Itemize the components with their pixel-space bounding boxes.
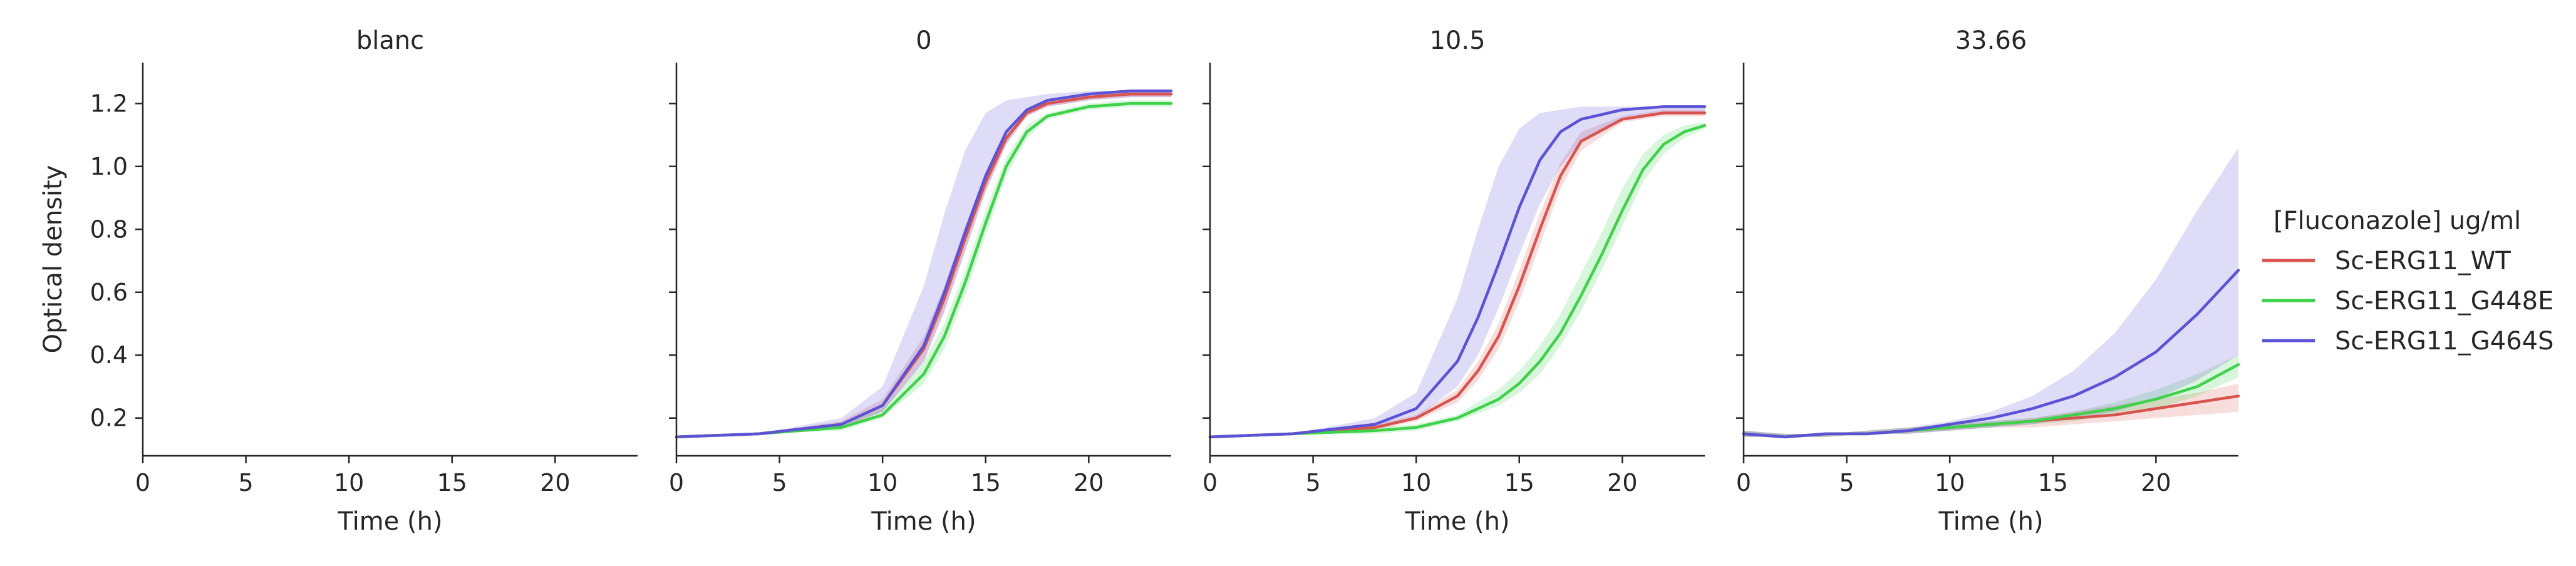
x-tick-label: 20 [540,469,570,497]
x-tick-label: 15 [971,469,1001,497]
confidence-band-Sc-ERG11_G464S [1210,106,1705,437]
series-line-Sc-ERG11_WT [675,92,1173,439]
x-axis-label: Time (h) [1938,507,2043,536]
y-axis-label: Optical density [39,165,68,354]
panel-3: 33.66 0 5 10 15 20 Time (h) [1736,26,2240,536]
x-axis-label: Time (h) [871,507,976,536]
series-line-Sc-ERG11_G448E [675,102,1173,439]
legend-title: [Fluconazole] ug/ml [2273,207,2521,235]
x-tick-label: 15 [437,469,467,497]
panel-title: 10.5 [1429,26,1485,55]
x-tick-label: 5 [238,469,253,497]
confidence-band-Sc-ERG11_WT [1210,110,1705,437]
y-tick-label: 0.6 [90,279,128,306]
series-line-Sc-ERG11_G464S [1742,269,2240,439]
panel-title: 33.66 [1955,26,2027,55]
confidence-band-Sc-ERG11_G464S [676,91,1171,437]
x-tick-label: 10 [1401,469,1431,497]
confidence-band-Sc-ERG11_G448E [1744,355,2238,437]
x-tick-label: 20 [1607,469,1637,497]
x-tick-label: 10 [334,469,364,497]
series-line-Sc-ERG11_G448E [1208,124,1707,439]
x-tick-label: 0 [1736,469,1751,497]
x-tick-label: 0 [135,469,150,497]
x-tick-label: 5 [772,469,787,497]
y-tick-label: 0.4 [90,341,128,369]
series-line-Sc-ERG11_WT [1208,111,1707,439]
x-tick-label: 10 [867,469,897,497]
x-tick-label: 15 [2038,469,2068,497]
panel-1: 0 0 5 10 15 20 Time (h) [669,26,1173,536]
panel-title: 0 [916,26,931,55]
panel-2: 10.5 0 5 10 15 20 Time (h) [1203,26,1707,536]
x-axis-label: Time (h) [337,507,442,536]
x-tick-label: 20 [1073,469,1104,497]
x-tick-label: 20 [2141,469,2171,497]
confidence-band-Sc-ERG11_G448E [676,100,1171,437]
x-tick-label: 0 [1203,469,1218,497]
confidence-band-Sc-ERG11_WT [676,91,1171,437]
y-tick-label: 1.0 [90,153,128,180]
panel-0: blanc 0 5 10 15 20 0.2 0.4 0.6 0.8 1.0 1.2 Time (h) [90,26,638,536]
legend-label: Sc-ERG11_WT [2335,247,2511,275]
series-line-Sc-ERG11_G464S [1208,105,1707,439]
x-tick-label: 15 [1504,469,1534,497]
y-tick-label: 1.2 [90,90,128,117]
legend-label: Sc-ERG11_G448E [2335,287,2553,316]
x-tick-label: 5 [1839,469,1854,497]
x-tick-label: 10 [1935,469,1965,497]
x-tick-label: 0 [669,469,684,497]
y-tick-label: 0.8 [90,215,128,243]
panel-title: blanc [356,26,424,55]
series-line-Sc-ERG11_G464S [675,89,1173,439]
legend-label: Sc-ERG11_G464S [2335,327,2554,356]
x-tick-label: 5 [1305,469,1320,497]
legend: [Fluconazole] ug/ml Sc-ERG11_WT Sc-ERG11_G… [2262,207,2554,356]
x-axis-label: Time (h) [1404,507,1509,536]
confidence-band-Sc-ERG11_G464S [1744,147,2238,437]
y-tick-label: 0.2 [90,404,128,432]
